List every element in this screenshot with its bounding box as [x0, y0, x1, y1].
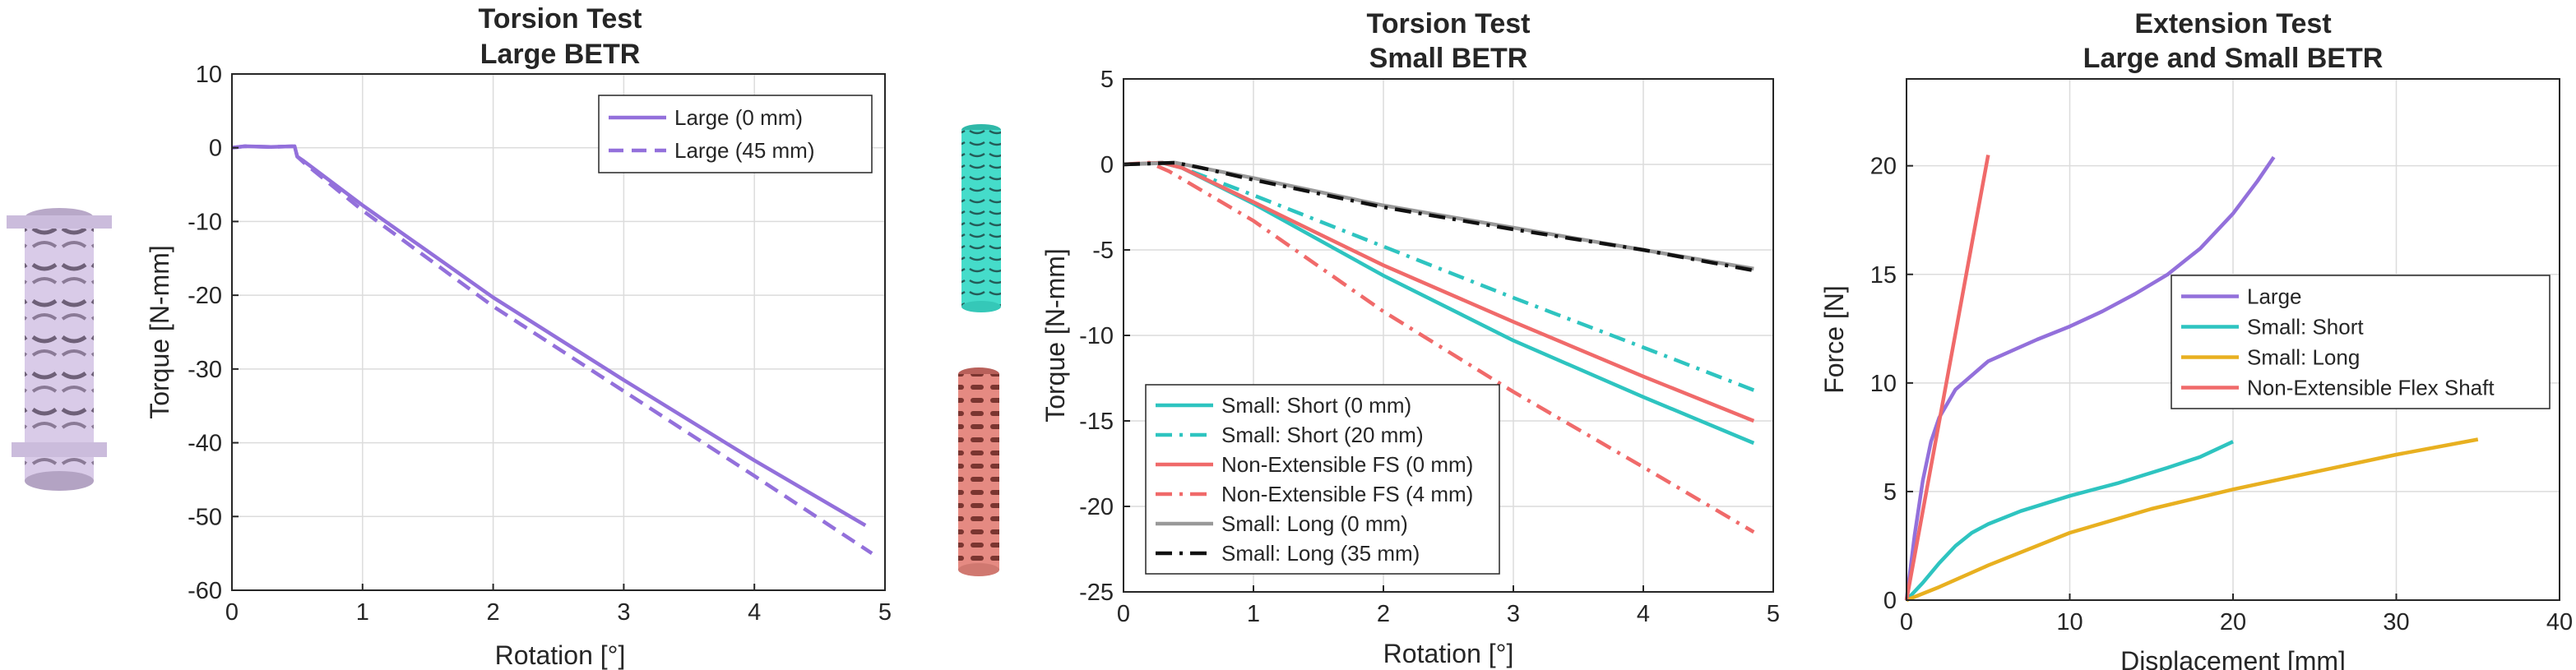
- legend-entry: Small: Long (35 mm): [1221, 541, 1420, 566]
- x-tick-label: 0: [225, 599, 239, 626]
- chart-title-line1: Extension Test: [2134, 8, 2331, 39]
- axes-box: [231, 73, 886, 591]
- large-betr-tube-image: [7, 208, 112, 491]
- y-tick-label: -5: [1092, 238, 1114, 264]
- legend-entry: Small: Short (0 mm): [1221, 393, 1411, 418]
- x-tick-label: 1: [356, 599, 369, 626]
- y-tick-label: -20: [188, 283, 222, 309]
- y-axis-label: Force [N]: [1819, 285, 1849, 394]
- x-axis-label: Rotation [°]: [495, 640, 626, 670]
- x-tick-label: 3: [1507, 601, 1520, 627]
- legend: Large Small: Short Small: Long Non-Extensib…: [2171, 275, 2551, 409]
- y-tick-label: -40: [188, 431, 222, 457]
- tick-labels: 0 1 2 3 4 5 5 0 -5 -10 -15 -20 -25: [1079, 67, 1780, 627]
- y-tick-label: -10: [188, 209, 222, 235]
- x-tick-label: 40: [2546, 609, 2573, 635]
- x-axis-label: Displacement [mm]: [2120, 646, 2346, 670]
- series-line-small-long-35-mm: [1123, 160, 1754, 273]
- y-tick-label: 5: [1883, 479, 1897, 506]
- x-tick-label: 0: [1117, 601, 1130, 627]
- legend-entry: Large (0 mm): [674, 105, 803, 130]
- x-tick-label: 1: [1247, 601, 1260, 627]
- legend-box: [1145, 384, 1500, 575]
- y-tick-label: 10: [1870, 371, 1897, 397]
- y-tick-label: -30: [188, 357, 222, 383]
- chart-title-line1: Torsion Test: [1367, 8, 1531, 39]
- chart-title-line1: Torsion Test: [479, 3, 642, 35]
- legend-entry: Non-Extensible FS (4 mm): [1221, 482, 1473, 506]
- x-tick-label: 5: [878, 599, 892, 626]
- x-tick-label: 20: [2220, 609, 2246, 635]
- x-tick-label: 2: [487, 599, 500, 626]
- y-tick-label: -10: [1079, 323, 1114, 349]
- x-tick-label: 4: [748, 599, 761, 626]
- y-tick-label: 0: [1883, 588, 1897, 614]
- y-tick-label: 0: [209, 136, 222, 162]
- series-line-small-short-20-mm: [1123, 160, 1755, 392]
- y-tick-label: 5: [1100, 67, 1114, 93]
- series-line-large: [1904, 155, 2276, 601]
- tick-labels: 0 1 2 3 4 5 10 0 -10 -20 -30 -40 -50 -60: [188, 62, 892, 626]
- x-axis-label: Rotation [°]: [1383, 639, 1514, 668]
- series-group: [231, 144, 873, 555]
- series-line-non-extensible-flex-shaft: [1904, 155, 1990, 601]
- tick-labels: 0 10 20 30 40 0 5 10 15 20: [1870, 154, 2573, 635]
- x-tick-label: 2: [1377, 601, 1390, 627]
- series-line-small-short: [1905, 440, 2234, 602]
- legend-entry: Non-Extensible Flex Shaft: [2247, 376, 2495, 400]
- legend-entry: Small: Short: [2247, 315, 2364, 340]
- legend: Small: Short (0 mm) Small: Short (20 mm) N…: [1145, 384, 1500, 575]
- legend-box: [598, 95, 873, 173]
- series-group: [1904, 155, 2479, 603]
- small-short-tube-image: [961, 124, 1001, 312]
- legend-entry: Small: Long (0 mm): [1221, 511, 1408, 536]
- x-tick-label: 4: [1637, 601, 1650, 627]
- panel-torsion-small: Torsion Test Small BETR 0 1 2 3 4 5 5 0 -5 -10 -15…: [958, 8, 1780, 668]
- y-tick-label: 10: [196, 62, 222, 88]
- y-axis-label: Torque [N-mm]: [145, 245, 174, 419]
- panel-torsion-large: Torsion Test Large BETR 0 1 2 3 4 5 10 0 -10 -20 -…: [7, 3, 892, 670]
- legend-entry: Non-Extensible FS (0 mm): [1221, 452, 1473, 477]
- series-line-small-long: [1906, 437, 2479, 603]
- y-tick-label: 15: [1870, 262, 1897, 289]
- y-tick-label: 0: [1100, 152, 1114, 178]
- x-tick-label: 3: [617, 599, 630, 626]
- y-tick-label: -60: [188, 578, 222, 604]
- y-tick-label: -25: [1079, 580, 1114, 606]
- legend-entry: Small: Long: [2247, 345, 2360, 370]
- legend-entry: Small: Short (20 mm): [1221, 423, 1424, 447]
- x-tick-label: 10: [2056, 609, 2083, 635]
- y-tick-label: -15: [1079, 409, 1114, 435]
- legend-entry: Large (45 mm): [674, 138, 815, 163]
- x-tick-label: 0: [1900, 609, 1913, 635]
- flex-shaft-tube-image: [958, 367, 999, 576]
- legend-entry: Large: [2247, 284, 2302, 309]
- series-line-large-45-mm: [231, 144, 873, 555]
- y-tick-label: -20: [1079, 494, 1114, 520]
- series-group: [1123, 160, 1755, 534]
- y-tick-label: -50: [188, 504, 222, 530]
- series-line-large-0-mm: [231, 144, 867, 528]
- x-tick-label: 5: [1767, 601, 1780, 627]
- chart-title-line2: Large BETR: [480, 39, 641, 70]
- legend: Large (0 mm) Large (45 mm): [598, 95, 873, 173]
- y-tick-label: 20: [1870, 154, 1897, 180]
- x-tick-label: 30: [2383, 609, 2409, 635]
- y-axis-label: Torque [N-mm]: [1040, 248, 1070, 423]
- chart-title-line2: Small BETR: [1369, 43, 1528, 74]
- panel-extension: Extension Test Large and Small BETR 0 10 2…: [1819, 8, 2573, 670]
- chart-title-line2: Large and Small BETR: [2083, 43, 2384, 74]
